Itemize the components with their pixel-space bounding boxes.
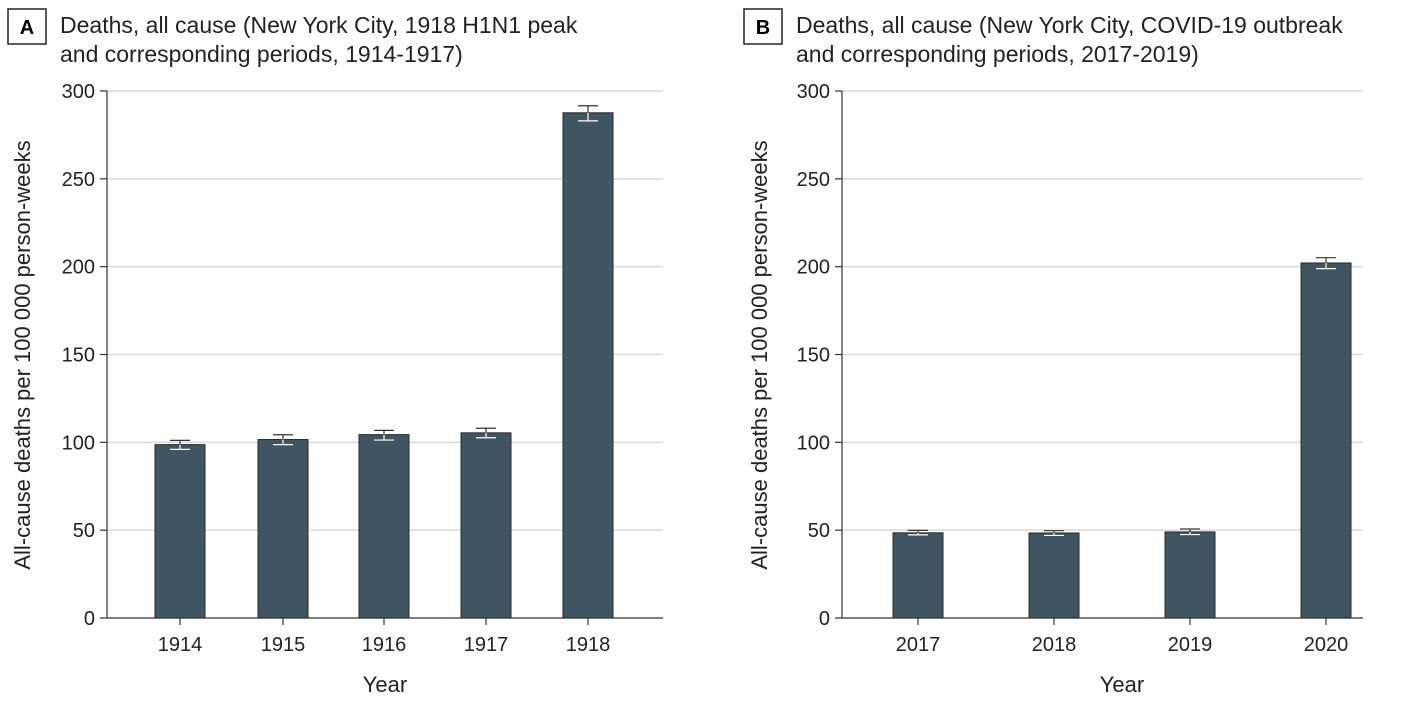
bar	[892, 532, 944, 619]
bar	[154, 444, 206, 619]
x-tick-label: 2019	[1168, 634, 1213, 656]
panel-b-plot: 0 50 100 150 200 250 300 2017 2018 2019 2020	[797, 81, 1363, 656]
panel-a-y-axis-label: All-cause deaths per 100 000 person-week…	[10, 140, 35, 569]
y-tick-label: 100	[797, 432, 830, 454]
panel-b-label-box	[743, 8, 783, 45]
bar	[562, 112, 614, 619]
panel-b-label: B	[756, 17, 770, 39]
bar	[460, 432, 512, 619]
panel-b-x-axis-label: Year	[1100, 672, 1144, 697]
y-tick-label: 0	[819, 608, 830, 630]
y-tick-label: 150	[62, 345, 95, 367]
x-tick-label: 1918	[566, 634, 611, 656]
y-tick-label: 0	[84, 608, 95, 630]
panel-a-title-line-1: Deaths, all cause (New York City, 1918 H…	[60, 12, 578, 38]
x-tick-label: 1916	[362, 634, 407, 656]
y-tick-label: 50	[808, 520, 830, 542]
y-tick-label: 300	[797, 81, 830, 103]
panel-a: A Deaths, all cause (New York City, 1918…	[7, 8, 663, 697]
panel-b-title-line-1: Deaths, all cause (New York City, COVID-…	[796, 12, 1343, 38]
x-tick-label: 1914	[158, 634, 203, 656]
x-tick-label: 2018	[1032, 634, 1077, 656]
bar	[358, 434, 410, 619]
x-tick-label: 2020	[1304, 634, 1349, 656]
panel-a-x-axis-label: Year	[363, 672, 407, 697]
x-tick-label: 1915	[261, 634, 306, 656]
y-tick-label: 100	[62, 432, 95, 454]
bar	[1164, 531, 1216, 619]
panel-a-plot: 0 50 100 150 200 250 300 1914 1915 1916 1917 1918	[62, 81, 663, 656]
y-tick-label: 200	[797, 257, 830, 279]
y-tick-label: 250	[62, 169, 95, 191]
panel-a-label: A	[20, 17, 34, 39]
bar	[257, 439, 309, 619]
y-tick-label: 150	[797, 345, 830, 367]
bar	[1028, 532, 1080, 619]
y-tick-label: 250	[797, 169, 830, 191]
y-tick-label: 300	[62, 81, 95, 103]
panel-b-title-line-2: and corresponding periods, 2017-2019)	[796, 41, 1199, 67]
bar	[1300, 262, 1352, 619]
panel-a-label-box	[7, 8, 47, 45]
panel-b-y-axis-label: All-cause deaths per 100 000 person-week…	[747, 140, 772, 569]
x-tick-label: 1917	[464, 634, 509, 656]
panel-b: B Deaths, all cause (New York City, COVI…	[743, 8, 1363, 697]
x-tick-label: 2017	[896, 634, 941, 656]
y-tick-label: 50	[73, 520, 95, 542]
y-tick-label: 200	[62, 257, 95, 279]
panel-a-title-line-2: and corresponding periods, 1914-1917)	[60, 41, 463, 67]
